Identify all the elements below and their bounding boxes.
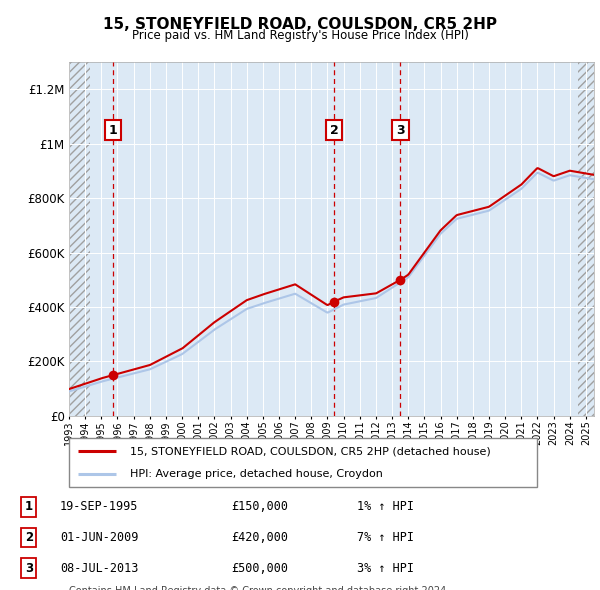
Text: HPI: Average price, detached house, Croydon: HPI: Average price, detached house, Croy… (130, 468, 383, 478)
Text: 7% ↑ HPI: 7% ↑ HPI (357, 531, 414, 544)
Text: 3: 3 (396, 123, 405, 136)
Bar (69, 62, 90, 416)
Text: 3% ↑ HPI: 3% ↑ HPI (357, 562, 414, 575)
Text: 1% ↑ HPI: 1% ↑ HPI (357, 500, 414, 513)
Text: £420,000: £420,000 (231, 531, 288, 544)
Text: 2: 2 (25, 531, 33, 544)
Text: £500,000: £500,000 (231, 562, 288, 575)
Text: 01-JUN-2009: 01-JUN-2009 (60, 531, 139, 544)
Text: 1: 1 (109, 123, 118, 136)
Text: Contains HM Land Registry data © Crown copyright and database right 2024.: Contains HM Land Registry data © Crown c… (69, 586, 449, 590)
Text: 1: 1 (25, 500, 33, 513)
Text: Price paid vs. HM Land Registry's House Price Index (HPI): Price paid vs. HM Land Registry's House … (131, 29, 469, 42)
FancyBboxPatch shape (69, 438, 537, 487)
Text: 15, STONEYFIELD ROAD, COULSDON, CR5 2HP: 15, STONEYFIELD ROAD, COULSDON, CR5 2HP (103, 17, 497, 31)
Text: 15, STONEYFIELD ROAD, COULSDON, CR5 2HP (detached house): 15, STONEYFIELD ROAD, COULSDON, CR5 2HP … (130, 447, 491, 457)
Text: 2: 2 (330, 123, 338, 136)
Bar (578, 62, 594, 416)
Text: 19-SEP-1995: 19-SEP-1995 (60, 500, 139, 513)
Text: £150,000: £150,000 (231, 500, 288, 513)
Text: 3: 3 (25, 562, 33, 575)
Text: 08-JUL-2013: 08-JUL-2013 (60, 562, 139, 575)
